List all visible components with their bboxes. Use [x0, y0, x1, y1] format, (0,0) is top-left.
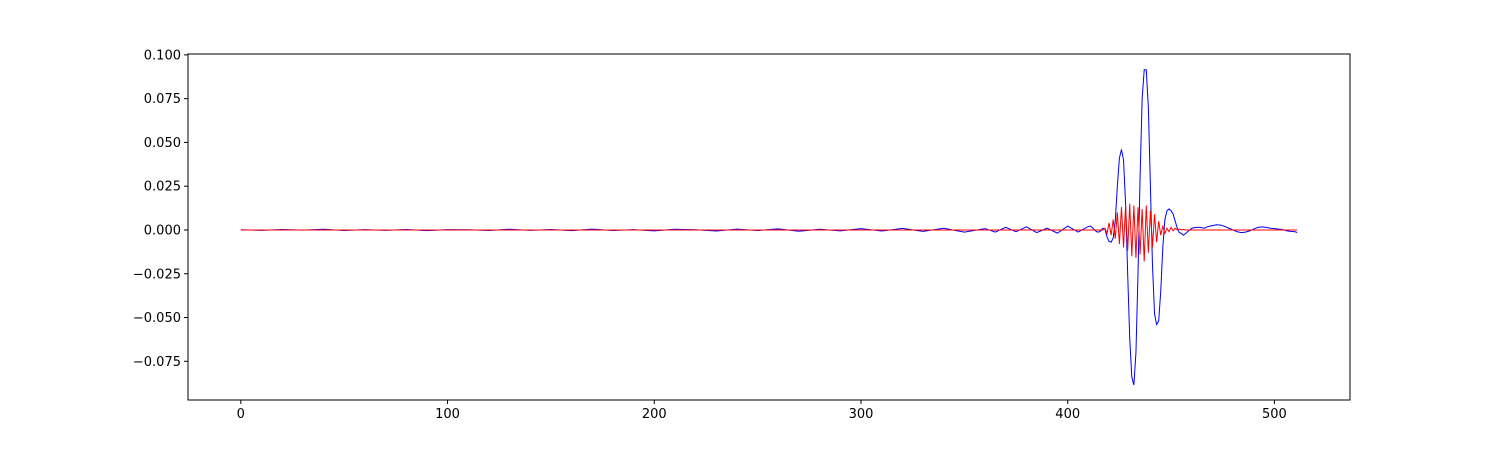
y-tick-label: −0.025 [133, 267, 181, 282]
x-tick-label: 400 [1055, 407, 1080, 422]
x-tick-label: 300 [849, 407, 874, 422]
y-tick-label: −0.050 [133, 311, 181, 326]
y-tick-label: 0.075 [144, 92, 181, 107]
y-tick-label: 0.025 [144, 180, 181, 195]
y-tick-label: 0.000 [144, 223, 181, 238]
plot-frame [187, 53, 1351, 401]
series-line [240, 203, 1298, 262]
x-tick-label: 0 [237, 407, 245, 422]
y-tick-label: 0.050 [144, 136, 181, 151]
x-tick-label: 500 [1262, 407, 1287, 422]
y-tick-label: −0.075 [133, 355, 181, 370]
y-tick-label: 0.100 [144, 48, 181, 63]
x-tick-label: 200 [642, 407, 667, 422]
x-tick-label: 100 [435, 407, 460, 422]
